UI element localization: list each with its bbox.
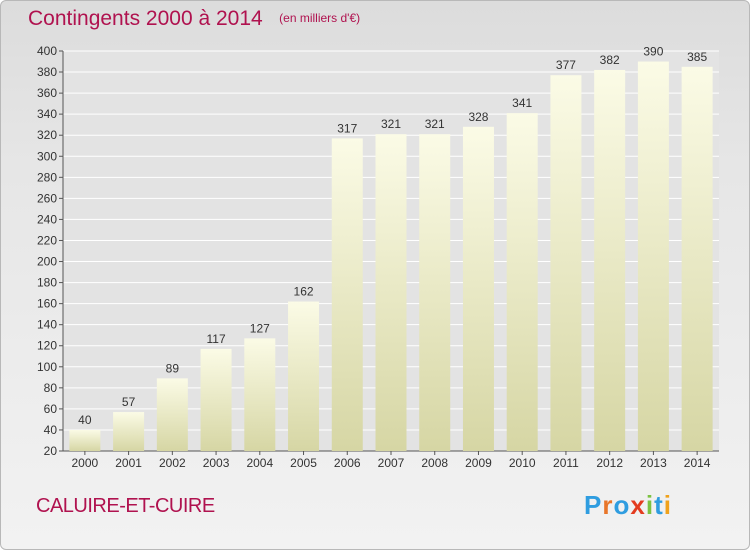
x-tick-label: 2009	[465, 456, 492, 470]
logo-letter: t	[654, 490, 664, 520]
bar	[288, 301, 320, 451]
x-tick-label: 2011	[553, 456, 579, 470]
y-tick-label: 20	[44, 444, 58, 458]
bar-value-label: 385	[687, 50, 707, 64]
y-tick-label: 140	[37, 318, 57, 332]
x-tick-label: 2003	[203, 456, 230, 470]
bar	[594, 69, 626, 452]
y-tick-label: 300	[37, 149, 57, 163]
x-tick-label: 2012	[596, 456, 623, 470]
chart-title: Contingents 2000 à 2014	[28, 7, 263, 30]
y-tick-label: 280	[37, 170, 57, 184]
bar-value-label: 377	[556, 58, 576, 72]
x-tick-label: 2008	[421, 456, 448, 470]
bar	[244, 338, 276, 451]
x-tick-label: 2006	[334, 456, 361, 470]
y-tick-label: 220	[37, 233, 57, 247]
logo-letter: i	[663, 490, 672, 520]
bar	[331, 138, 363, 452]
y-tick-label: 360	[37, 86, 57, 100]
bar	[419, 134, 451, 451]
y-tick-label: 180	[37, 276, 57, 290]
x-tick-label: 2007	[378, 456, 405, 470]
y-tick-label: 120	[37, 339, 57, 353]
bar	[462, 126, 494, 451]
y-tick-label: 400	[37, 44, 57, 58]
x-tick-label: 2010	[509, 456, 536, 470]
logo-letter: i	[645, 490, 655, 520]
bar-value-label: 89	[166, 361, 180, 375]
logo-letter: o	[613, 490, 631, 520]
x-tick-label: 2004	[246, 456, 273, 470]
bar-value-label: 40	[78, 413, 92, 427]
bar	[113, 412, 145, 451]
bar	[200, 348, 232, 451]
y-tick-label: 80	[44, 381, 58, 395]
chart-subtitle: (en milliers d'€)	[279, 11, 361, 25]
bar-value-label: 321	[425, 117, 445, 131]
bar-value-label: 390	[643, 45, 663, 59]
bar-value-label: 382	[600, 53, 620, 67]
bar	[550, 75, 582, 452]
logo-letter: P	[584, 490, 603, 520]
bar-value-label: 57	[122, 395, 136, 409]
bar-value-label: 317	[337, 121, 357, 135]
bar-value-label: 328	[468, 110, 488, 124]
bar-value-label: 162	[294, 285, 314, 299]
bar	[156, 378, 188, 451]
y-tick-label: 40	[44, 423, 58, 437]
logo-letter: r	[602, 490, 614, 520]
bar-value-label: 321	[381, 117, 401, 131]
chart-header: Contingents 2000 à 2014 (en milliers d'€…	[28, 7, 360, 31]
y-tick-label: 380	[37, 65, 57, 79]
bar	[637, 61, 669, 452]
y-tick-label: 320	[37, 128, 57, 142]
y-tick-label: 60	[44, 402, 58, 416]
x-tick-label: 2014	[684, 456, 711, 470]
bar-value-label: 341	[512, 96, 532, 110]
y-tick-label: 340	[37, 107, 57, 121]
x-tick-label: 2005	[290, 456, 317, 470]
bar-value-label: 117	[206, 332, 225, 346]
y-tick-label: 100	[37, 360, 57, 374]
x-tick-label: 2000	[72, 456, 99, 470]
proxiti-logo[interactable]: Proxiti	[584, 490, 672, 521]
y-tick-label: 260	[37, 191, 57, 205]
y-tick-label: 160	[37, 297, 57, 311]
y-tick-label: 240	[37, 212, 57, 226]
x-tick-label: 2002	[159, 456, 186, 470]
bar	[681, 66, 713, 451]
commune-name: CALUIRE-ET-CUIRE	[36, 495, 215, 517]
logo-letter: x	[630, 490, 646, 520]
x-tick-label: 2013	[640, 456, 667, 470]
bar	[69, 429, 101, 451]
y-tick-label: 200	[37, 255, 57, 269]
x-tick-label: 2001	[115, 456, 142, 470]
bar-value-label: 127	[250, 321, 270, 335]
bar	[506, 113, 538, 452]
bar	[375, 134, 407, 451]
